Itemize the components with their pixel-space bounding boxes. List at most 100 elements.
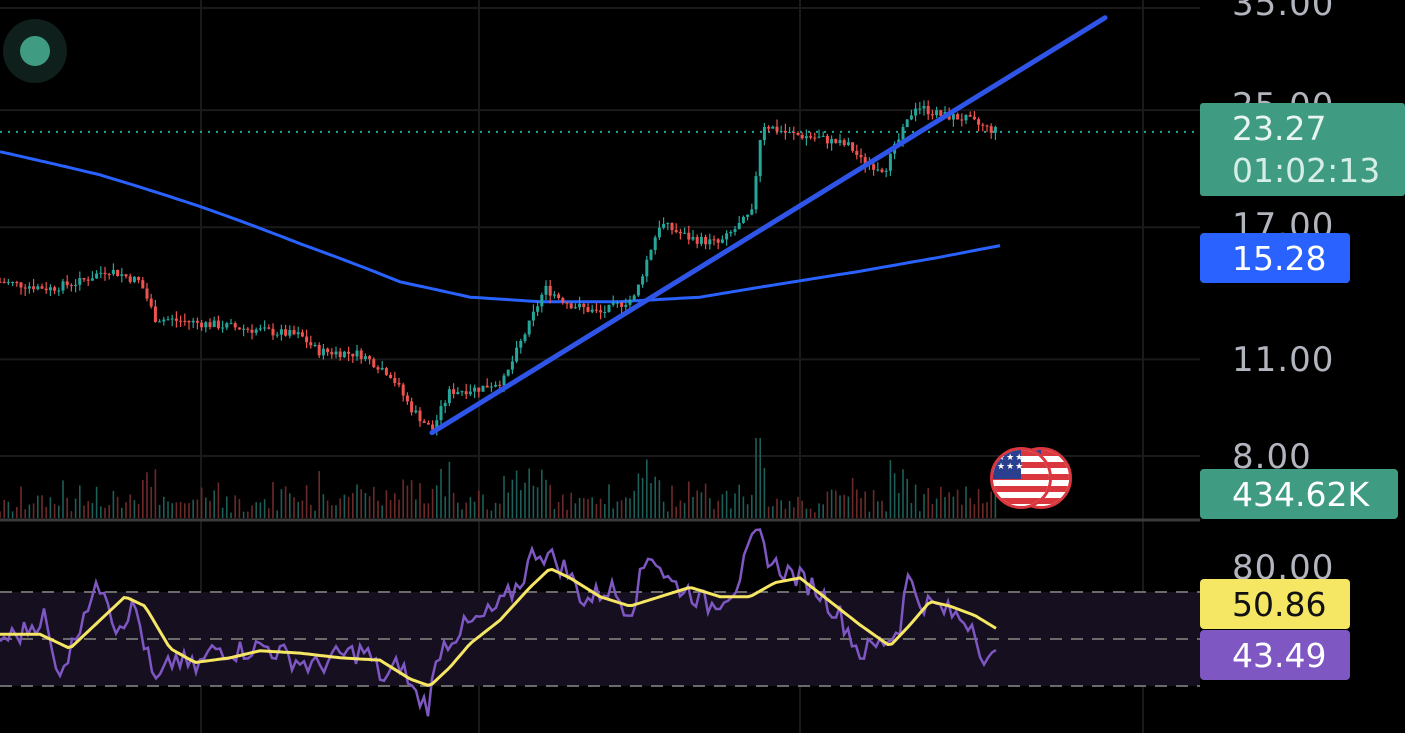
volume-bar	[221, 507, 224, 518]
volume-bar	[763, 467, 766, 518]
candle-body	[141, 280, 145, 289]
volume-bar	[583, 498, 585, 518]
candle-body	[683, 232, 687, 234]
candle-body	[741, 216, 745, 223]
volume-bar	[818, 503, 820, 518]
candle-body	[334, 351, 338, 355]
volume-bar	[125, 502, 127, 518]
volume-bar	[826, 491, 829, 518]
volume-bar	[612, 508, 614, 518]
volume-bar	[167, 501, 169, 518]
volume-bar	[121, 507, 123, 518]
candle-body	[494, 384, 498, 387]
volume-bar	[347, 496, 350, 518]
volume-bar	[53, 503, 56, 518]
volume-bar	[889, 460, 892, 518]
volume-bar	[788, 501, 791, 518]
candle-body	[443, 403, 447, 407]
volume-bar	[62, 480, 64, 518]
volume-bar	[209, 500, 211, 518]
candle-body	[830, 139, 834, 144]
candle-body	[922, 105, 926, 109]
candle-body	[775, 126, 779, 132]
us-flag-icon[interactable]: ★★★ ★★★	[990, 447, 1082, 513]
candle-body	[573, 307, 577, 309]
candle-body	[431, 424, 435, 430]
candle-body	[401, 384, 405, 396]
volume-bar	[486, 509, 488, 518]
candle-body	[23, 287, 27, 289]
candle-body	[279, 329, 283, 335]
trendline[interactable]	[429, 15, 1108, 436]
volume-bar	[671, 485, 673, 518]
candle-body	[246, 328, 250, 330]
candle-body	[582, 303, 586, 308]
candle-body	[389, 374, 393, 378]
volume-bar	[150, 486, 152, 518]
live-status-button[interactable]	[3, 19, 67, 83]
volume-bar	[713, 509, 715, 518]
candle-body	[229, 323, 233, 325]
volume-bar	[658, 480, 661, 518]
candle-body	[212, 320, 216, 327]
volume-bar	[520, 490, 522, 518]
rsi-value: 43.49	[1232, 635, 1327, 675]
candle-body	[716, 239, 720, 243]
volume-bar	[629, 498, 631, 518]
candle-body	[825, 135, 829, 144]
candle-body	[796, 132, 800, 135]
candle-body	[111, 269, 115, 275]
candle-body	[191, 320, 195, 323]
volume-bar	[667, 511, 669, 518]
volume-bar	[977, 488, 980, 518]
candle-body	[586, 307, 590, 312]
volume-bar	[746, 504, 749, 518]
candle-body	[464, 391, 468, 395]
candle-body	[82, 278, 86, 280]
candle-body	[880, 169, 884, 172]
volume-bar	[284, 486, 287, 518]
candle-body	[561, 298, 565, 303]
volume-bar	[444, 496, 446, 518]
volume-bar	[280, 489, 283, 518]
volume-bar	[637, 473, 640, 518]
volume-bar	[66, 497, 68, 518]
candle-body	[267, 327, 271, 329]
candle-body	[838, 140, 842, 143]
candle-body	[968, 115, 972, 117]
volume-bar	[104, 507, 106, 518]
volume-bar	[545, 479, 547, 518]
candle-body	[435, 420, 439, 430]
candle-body	[120, 274, 124, 277]
volume-bar	[898, 493, 900, 518]
candle-body	[116, 269, 120, 277]
volume-bar	[32, 503, 35, 518]
candle-body	[78, 278, 82, 285]
volume-bar	[549, 484, 551, 518]
candle-body	[296, 332, 300, 335]
candle-body	[855, 150, 859, 156]
volume-bar	[730, 508, 732, 518]
candle-body	[578, 303, 582, 308]
volume-bar	[179, 501, 182, 518]
candle-body	[506, 369, 510, 376]
candle-body	[557, 294, 561, 299]
candle-body	[195, 320, 199, 323]
candle-body	[132, 276, 136, 282]
volume-bar	[158, 504, 161, 518]
volume-bar	[809, 508, 812, 518]
volume-bar	[318, 471, 320, 518]
candle-body	[452, 389, 456, 394]
volume-bar	[738, 484, 740, 518]
volume-bar	[234, 495, 236, 518]
volume-bar	[725, 490, 728, 518]
volume-bar	[679, 500, 682, 518]
volume-bar	[956, 489, 959, 518]
candle-body	[11, 282, 15, 284]
volume-bar	[322, 494, 325, 518]
volume-bar	[331, 505, 333, 518]
candle-body	[288, 329, 292, 336]
volume-bar	[431, 488, 434, 518]
volume-bar	[839, 495, 841, 518]
